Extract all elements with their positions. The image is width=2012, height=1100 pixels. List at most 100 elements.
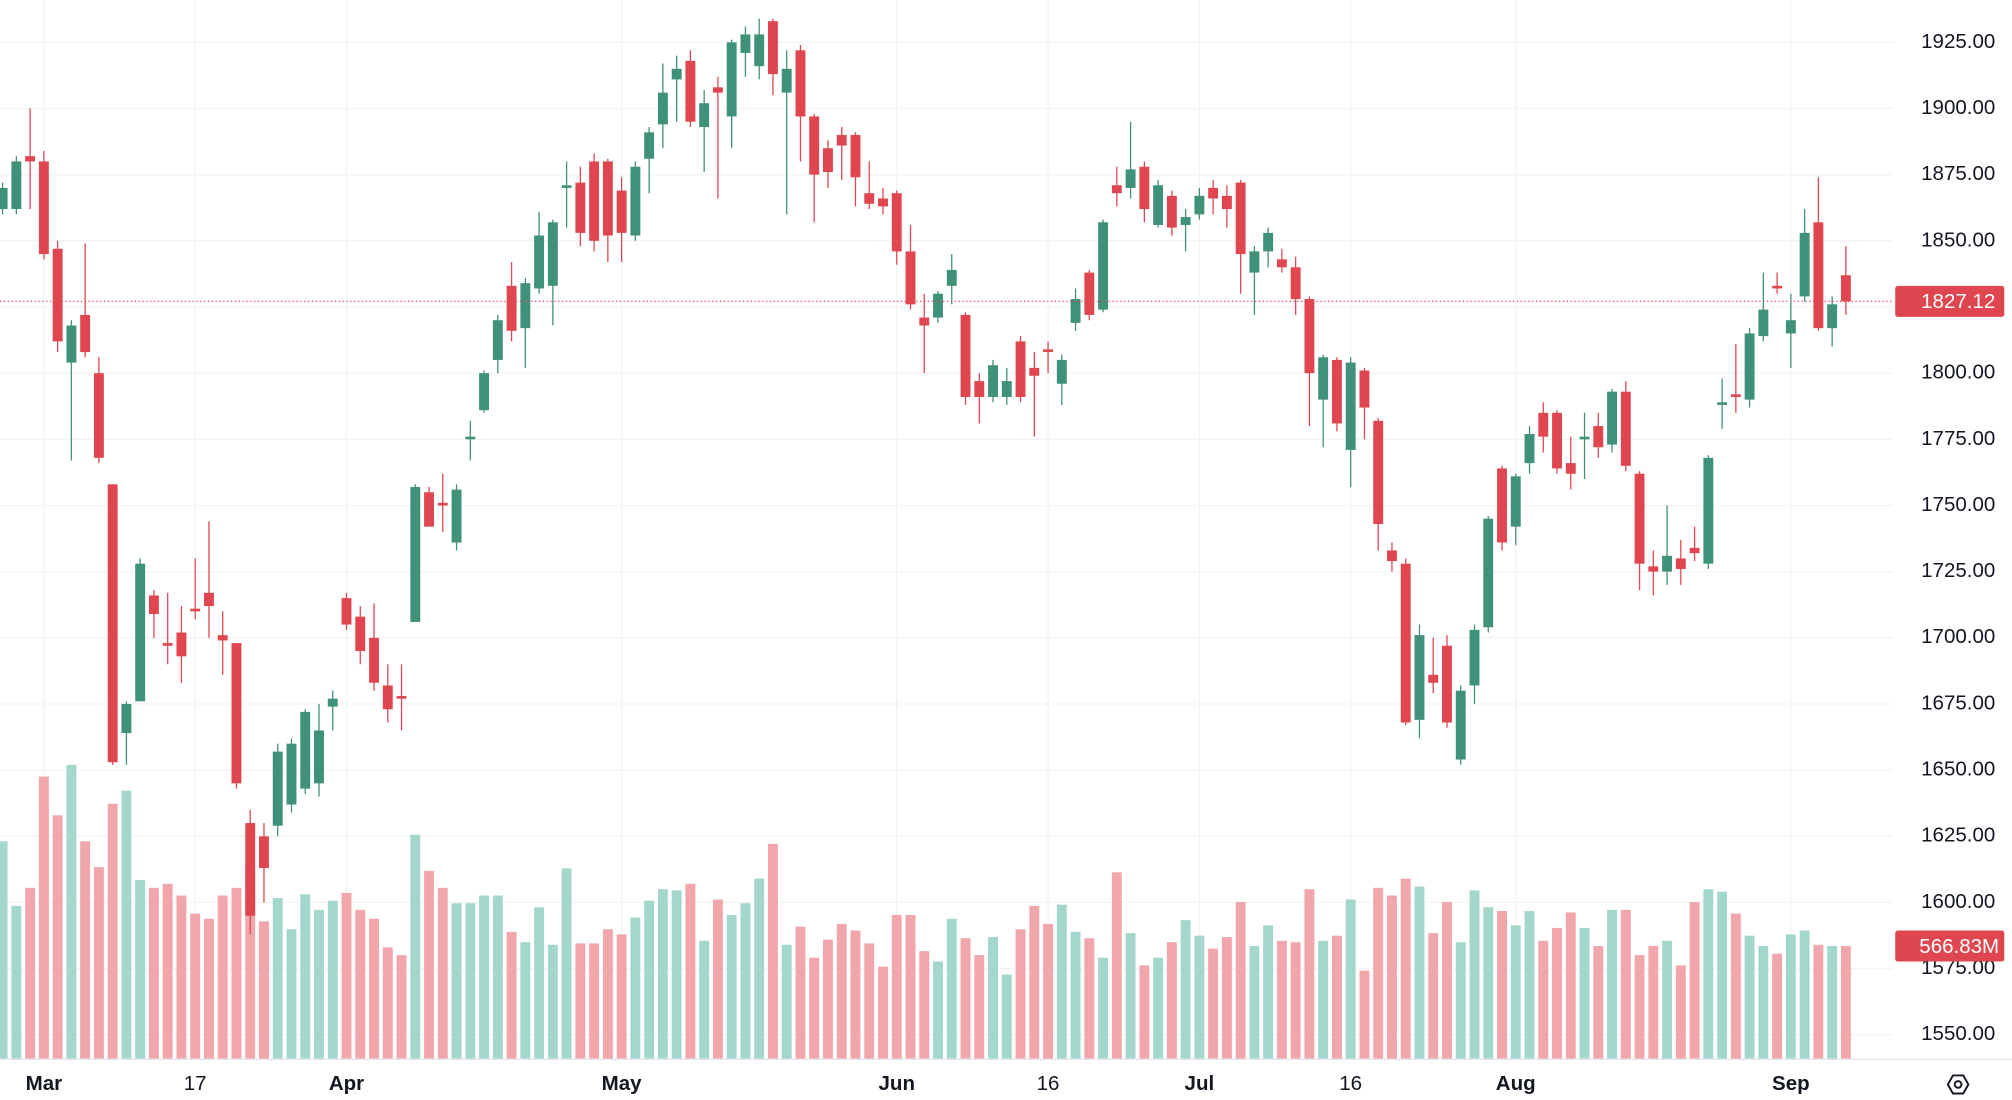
volume-bar: [575, 943, 586, 1059]
candle-body: [1208, 187, 1219, 199]
candle-body: [547, 222, 558, 286]
candle-body: [382, 685, 393, 710]
candle-body: [231, 643, 242, 784]
candle-body: [850, 134, 861, 178]
candle-body: [974, 381, 985, 397]
volume-bar: [823, 939, 833, 1059]
candle-body: [1166, 195, 1177, 228]
x-tick-label: 16: [1037, 1072, 1060, 1095]
volume-bar: [850, 930, 861, 1059]
volume-bar: [1373, 887, 1384, 1059]
volume-bar: [1552, 927, 1562, 1059]
volume-bar: [162, 883, 173, 1059]
volume-bar: [1153, 957, 1164, 1059]
volume-bar: [1070, 931, 1081, 1059]
candle-body: [933, 293, 943, 318]
volume-bar: [1125, 933, 1136, 1059]
last-volume-tag: [1895, 930, 2005, 962]
candle-body: [988, 365, 998, 397]
volume-bar: [1744, 935, 1755, 1059]
candle-body: [602, 161, 613, 236]
candle-body: [52, 248, 63, 342]
volume-bar: [960, 938, 971, 1059]
candle-body: [740, 34, 751, 53]
volume-bar: [1304, 889, 1315, 1059]
candle-body: [864, 193, 875, 204]
x-tick-label: Sep: [1772, 1072, 1810, 1095]
volume-bar: [905, 914, 916, 1059]
volume-bar: [726, 914, 737, 1059]
candle-body: [754, 34, 765, 67]
candle-body: [575, 182, 586, 233]
candle-body: [1675, 558, 1686, 569]
candle-body: [1043, 349, 1054, 352]
volume-bar: [1455, 942, 1466, 1059]
candle-body: [767, 21, 778, 75]
candle-body: [836, 134, 847, 146]
y-tick-label: 1600.00: [1921, 890, 1995, 913]
candle-body: [107, 484, 118, 763]
volume-bar: [1015, 929, 1026, 1059]
candle-body: [341, 598, 352, 625]
candle-body: [1015, 341, 1026, 397]
y-tick-label: 1650.00: [1921, 758, 1995, 781]
candle-body: [93, 373, 104, 458]
candle-body: [534, 235, 545, 289]
candle-body: [1070, 299, 1081, 323]
volume-bar: [878, 966, 888, 1059]
candle-body: [726, 42, 737, 117]
candle-body: [259, 836, 269, 869]
volume-bar: [919, 951, 930, 1059]
volume-bar: [1345, 899, 1356, 1059]
grid: [0, 0, 1893, 1059]
candle-body: [1497, 468, 1507, 543]
candle-body: [314, 730, 324, 784]
candle-body: [1483, 518, 1494, 628]
volume-bar: [1730, 913, 1741, 1059]
volume-bar: [1799, 930, 1810, 1059]
y-tick-label: 1700.00: [1921, 625, 1995, 648]
volume-bar: [52, 815, 63, 1059]
candle-body: [1758, 309, 1769, 337]
volume-bar: [1208, 948, 1219, 1059]
candle-body: [1469, 629, 1480, 686]
candle-body: [1400, 563, 1411, 723]
volume-bar: [1840, 946, 1851, 1059]
candle-body: [245, 823, 256, 916]
candle-body: [66, 325, 77, 363]
volume-bar: [1235, 902, 1246, 1059]
candle-body: [162, 643, 173, 646]
candle-body: [561, 185, 572, 188]
volume-bar: [465, 903, 476, 1059]
last-price-tag: [1895, 285, 2005, 317]
volume-bar: [1442, 902, 1452, 1059]
settings-button[interactable]: [1946, 1074, 1970, 1095]
candle-body: [0, 187, 8, 210]
candle-body: [465, 436, 476, 440]
candle-body: [809, 116, 820, 175]
x-tick-label: May: [602, 1072, 642, 1095]
candle-body: [355, 616, 366, 652]
settings-icon-center[interactable]: [1953, 1080, 1963, 1089]
volume-bar: [1689, 902, 1700, 1059]
candle-body: [685, 60, 696, 122]
y-tick-label: 1750.00: [1921, 493, 1995, 516]
volume-bar: [754, 878, 765, 1059]
volume-bar: [148, 887, 159, 1059]
candle-body: [1813, 222, 1824, 329]
settings-icon[interactable]: [1946, 1074, 1970, 1095]
candle-body: [1387, 550, 1397, 562]
volume-bar: [1194, 935, 1205, 1059]
volume-bar: [1483, 907, 1494, 1059]
candle-body: [1593, 426, 1604, 448]
candle-body: [1785, 320, 1796, 334]
candle-body: [1084, 272, 1095, 315]
volume-bar: [1703, 889, 1714, 1059]
volume-bar: [341, 892, 352, 1059]
volume-bar: [1276, 940, 1287, 1059]
candle-body: [1194, 195, 1205, 215]
candle-body: [1703, 457, 1714, 564]
volume-bar: [1634, 955, 1645, 1059]
volume-bar: [121, 790, 132, 1059]
volume-bar: [1469, 890, 1480, 1059]
